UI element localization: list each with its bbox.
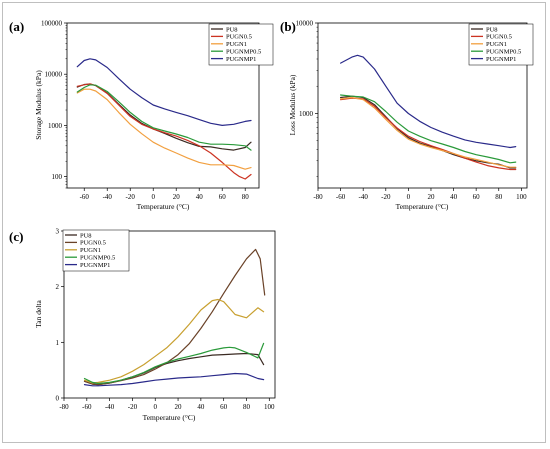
- legend-entry: PU8: [226, 26, 238, 33]
- series-line-PUGN1: [76, 88, 252, 170]
- x-tick-label: 80: [242, 193, 250, 201]
- x-tick-label: 100: [516, 193, 527, 201]
- y-tick-label: 0: [56, 395, 60, 403]
- series-line-PUGNMP0.5: [340, 94, 517, 164]
- legend-entry: PUGN1: [80, 247, 101, 254]
- x-tick-label: 40: [450, 193, 458, 201]
- legend-entry: PUGNMP0.5: [80, 255, 115, 262]
- series-line-PUGNMP1: [340, 54, 517, 149]
- legend-entry: PUGNMP1: [226, 56, 256, 63]
- y-tick-label: 2: [56, 283, 60, 291]
- x-tick-label: -40: [105, 403, 115, 411]
- x-axis-label: Temperature (°C): [137, 202, 190, 211]
- legend-entry: PUGN0.5: [226, 34, 252, 41]
- x-tick-label: 20: [427, 193, 435, 201]
- x-tick-label: -60: [336, 193, 346, 201]
- panel-label: (b): [280, 19, 296, 34]
- x-tick-label: 0: [153, 403, 157, 411]
- x-tick-label: 60: [473, 193, 481, 201]
- y-tick-label: 10000: [45, 71, 63, 79]
- x-tick-label: 20: [175, 403, 183, 411]
- series-line-PUGN1: [340, 96, 517, 168]
- x-axis-label: Temperature (°C): [396, 202, 449, 211]
- x-tick-label: 60: [219, 193, 227, 201]
- series-line-PUGN1: [83, 298, 265, 384]
- series-line-PUGNMP0.5: [76, 84, 252, 151]
- x-tick-label: -60: [80, 193, 90, 201]
- x-tick-label: 40: [197, 403, 205, 411]
- panel-label: (a): [9, 19, 24, 34]
- series-line-PUGN0.5: [340, 97, 517, 171]
- y-tick-label: 1000: [299, 110, 314, 118]
- plot-area: [63, 230, 276, 399]
- y-tick-label: 1000: [48, 122, 63, 130]
- chart-panel-0: (a) -60 -40 -20 0 20 40 60 80 100 1000 10000 100000 T…: [9, 19, 274, 211]
- series-line-PU8: [76, 83, 252, 151]
- legend-entry: PUGNMP1: [486, 56, 516, 63]
- figure-canvas: (a)-60 -40 -20 0 20 40 60 80100100010000100000T…: [9, 19, 534, 422]
- x-tick-label: 80: [243, 403, 251, 411]
- series-line-PUGNMP1: [83, 372, 265, 387]
- legend-entry: PUGNMP1: [80, 262, 110, 269]
- x-tick-label: -40: [359, 193, 369, 201]
- legend-entry: PUGNMP0.5: [226, 49, 261, 56]
- plot-area: [66, 22, 260, 189]
- y-tick-label: 3: [56, 228, 60, 236]
- x-tick-label: -20: [126, 193, 136, 201]
- y-axis-label: Loss Modulus (kPa): [288, 74, 297, 135]
- legend-entry: PUGN1: [486, 41, 507, 48]
- legend-entry: PUGN0.5: [80, 240, 106, 247]
- x-axis-label: Temperature (°C): [143, 413, 196, 422]
- panel-label: (c): [9, 229, 23, 244]
- plot-area: [317, 22, 528, 189]
- chart-panel-2: (c) -80 -60 -40 -20 0 20 40 60 80 100 0 1 2 3 Temperatu…: [9, 228, 276, 422]
- x-tick-label: -40: [103, 193, 113, 201]
- x-tick-label: 20: [173, 193, 181, 201]
- legend-entry: PUGN0.5: [486, 34, 512, 41]
- legend-entry: PUGNMP0.5: [486, 49, 521, 56]
- x-tick-label: 0: [151, 193, 155, 201]
- x-tick-label: -20: [381, 193, 391, 201]
- x-tick-label: -80: [59, 403, 69, 411]
- x-tick-label: -80: [313, 193, 323, 201]
- series-line-PUGNMP1: [76, 58, 252, 127]
- y-tick-label: 100000: [41, 20, 63, 28]
- legend-entry: PUGN1: [226, 41, 247, 48]
- x-tick-label: 80: [495, 193, 503, 201]
- x-tick-label: -20: [128, 403, 138, 411]
- series-line-PUGNMP0.5: [83, 342, 265, 385]
- legend-entry: PU8: [80, 232, 92, 239]
- y-axis-label: Storage Modulus (kPa): [34, 70, 43, 140]
- chart-panel-1: (b) -80 -60 -40 -20 0 20 40 60 80 100 1000 10000 Temp…: [280, 19, 534, 211]
- y-axis-label: Tan delta: [34, 300, 43, 328]
- legend-entry: PU8: [486, 26, 498, 33]
- y-tick-label: 10000: [296, 20, 314, 28]
- x-tick-label: -60: [82, 403, 92, 411]
- y-tick-label: 100: [52, 173, 63, 181]
- y-tick-label: 1: [56, 339, 60, 347]
- x-tick-label: 100: [264, 403, 275, 411]
- figure-frame: (a) -60 -40 -20 0 20 40 60 80 100 1000 10000 100000 T…: [2, 2, 546, 443]
- x-tick-label: 40: [196, 193, 204, 201]
- x-tick-label: 60: [220, 403, 228, 411]
- x-tick-label: 0: [407, 193, 411, 201]
